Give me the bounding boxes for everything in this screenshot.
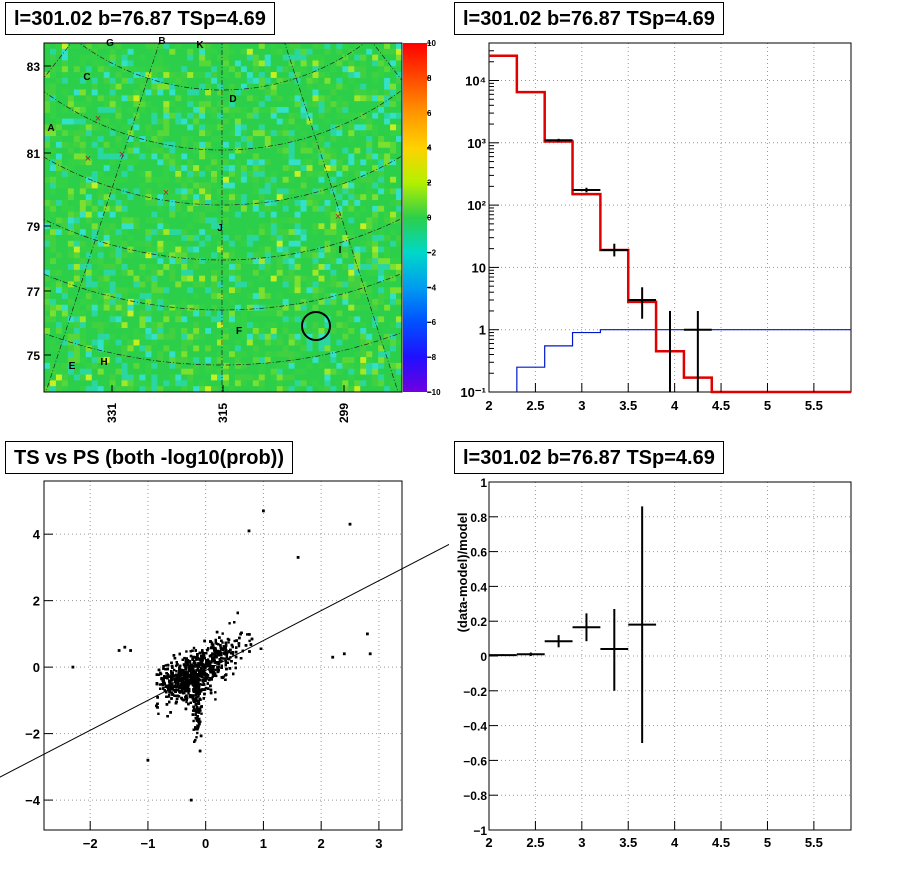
- y-tick-label: −0.6: [463, 754, 487, 768]
- y-tick-label: 0.6: [470, 546, 487, 560]
- spectrum-panel: 2 2.5 3 3.5 4 4.5 5 5.5 10⁴ 10³ 10² 10 1 10⁻¹ l=301.0…: [449, 0, 898, 437]
- y-tick-label: 1: [480, 476, 487, 490]
- colorbar-tick-label: −8: [427, 353, 437, 362]
- x-tick-label: 5.5: [805, 398, 823, 413]
- source-label: G: [106, 38, 114, 49]
- source-label: B: [158, 36, 165, 47]
- source-marker-icon: ×: [163, 187, 169, 199]
- x-tick-label: 2: [485, 398, 492, 413]
- y-tick-label: 10: [472, 260, 486, 275]
- count-map-plot: G B K C D A J I F H E × × × × × 83 81 79 77 75 331 315 299 10 8 6 4…: [0, 0, 449, 437]
- source-marker-icon: ×: [85, 153, 91, 165]
- x-tick-label: 0: [202, 836, 209, 851]
- source-label: F: [236, 326, 242, 337]
- y-tick-label: −0.2: [463, 685, 487, 699]
- y-tick-label: −4: [25, 793, 41, 808]
- colorbar-tick-label: 4: [427, 144, 432, 153]
- x-tick-label: −1: [141, 836, 156, 851]
- source-marker-icon: ×: [95, 113, 101, 125]
- x-tick-label: 4: [671, 398, 679, 413]
- x-tick-label: −2: [83, 836, 98, 851]
- x-tick-label: 3: [375, 836, 382, 851]
- map-x-tick-label: 299: [337, 403, 351, 423]
- y-tick-label: 2: [33, 594, 40, 609]
- count-map-panel: G B K C D A J I F H E × × × × × 83 81 79 77 75 331 315 299 10 8 6 4…: [0, 0, 449, 437]
- source-label: K: [196, 40, 204, 51]
- colorbar-tick-label: 0: [427, 214, 432, 223]
- colorbar-tick-label: −10: [427, 388, 441, 397]
- colorbar: [403, 43, 427, 392]
- y-tick-label: 1: [479, 323, 486, 338]
- x-tick-label: 3: [578, 835, 585, 850]
- map-y-tick-label: 83: [27, 60, 41, 74]
- y-tick-label: 0.4: [470, 580, 487, 594]
- colorbar-tick-label: −2: [427, 248, 437, 257]
- map-y-tick-label: 77: [27, 285, 41, 299]
- source-label: E: [69, 361, 76, 372]
- y-tick-label: 0.2: [470, 615, 487, 629]
- source-marker-icon: ×: [119, 149, 125, 161]
- y-tick-label: −2: [25, 727, 40, 742]
- ts-vs-ps-title: TS vs PS (both -log10(prob)): [5, 441, 293, 474]
- x-tick-label: 5.5: [805, 835, 823, 850]
- y-tick-label: −0.4: [463, 720, 487, 734]
- y-tick-label: 10⁴: [465, 74, 486, 89]
- x-tick-label: 4: [671, 835, 679, 850]
- y-tick-label: 10³: [467, 136, 486, 151]
- source-label: C: [83, 72, 90, 83]
- source-label: H: [100, 357, 107, 368]
- y-tick-label: −0.8: [463, 789, 487, 803]
- map-y-tick-label: 81: [27, 147, 41, 161]
- residual-y-axis-label: (data-model)/model: [455, 513, 470, 633]
- source-marker-icon: ×: [335, 211, 341, 223]
- map-x-tick-label: 315: [216, 403, 230, 423]
- x-tick-label: 4.5: [712, 835, 730, 850]
- y-tick-label: 10²: [467, 198, 486, 213]
- ts-vs-ps-panel: −2 −1 0 1 2 3 4 2 0 −2 −4 TS vs PS (both -log10(pr…: [0, 437, 449, 875]
- map-x-tick-label: 331: [105, 403, 119, 423]
- spectrum-plot: 2 2.5 3 3.5 4 4.5 5 5.5 10⁴ 10³ 10² 10 1 10⁻¹: [449, 0, 898, 437]
- x-tick-label: 3: [578, 398, 585, 413]
- colorbar-tick-label: 2: [427, 179, 432, 188]
- residual-title: l=301.02 b=76.87 TSp=4.69: [454, 441, 724, 474]
- y-tick-label: 10⁻¹: [460, 385, 486, 400]
- x-tick-label: 2.5: [526, 835, 544, 850]
- x-tick-label: 3.5: [619, 398, 637, 413]
- x-tick-label: 5: [764, 835, 771, 850]
- ts-vs-ps-plot: −2 −1 0 1 2 3 4 2 0 −2 −4: [0, 437, 449, 875]
- y-tick-label: 0: [480, 650, 487, 664]
- y-tick-label: −1: [473, 824, 487, 838]
- y-tick-label: 4: [33, 527, 41, 542]
- source-label: J: [217, 223, 223, 234]
- x-tick-label: 2: [318, 836, 325, 851]
- y-tick-label: 0.8: [470, 511, 487, 525]
- source-label: I: [339, 245, 342, 256]
- x-tick-label: 2.5: [526, 398, 544, 413]
- spectrum-title: l=301.02 b=76.87 TSp=4.69: [454, 2, 724, 35]
- source-label: A: [47, 123, 54, 134]
- scatter-frame: [44, 481, 402, 830]
- colorbar-tick-label: −4: [427, 283, 437, 292]
- map-y-tick-label: 79: [27, 220, 41, 234]
- scatter-points: [72, 510, 372, 802]
- map-y-tick-label: 75: [27, 349, 41, 363]
- count-map-title: l=301.02 b=76.87 TSp=4.69: [5, 2, 275, 35]
- fit-line: [0, 542, 449, 778]
- colorbar-tick-label: 8: [427, 74, 432, 83]
- x-tick-label: 4.5: [712, 398, 730, 413]
- source-label: D: [229, 94, 236, 105]
- x-tick-label: 3.5: [619, 835, 637, 850]
- x-tick-label: 5: [764, 398, 771, 413]
- colorbar-tick-label: −6: [427, 318, 437, 327]
- x-tick-label: 1: [260, 836, 267, 851]
- colorbar-tick-label: 10: [427, 39, 436, 48]
- y-tick-label: 0: [33, 660, 40, 675]
- colorbar-tick-label: 6: [427, 109, 432, 118]
